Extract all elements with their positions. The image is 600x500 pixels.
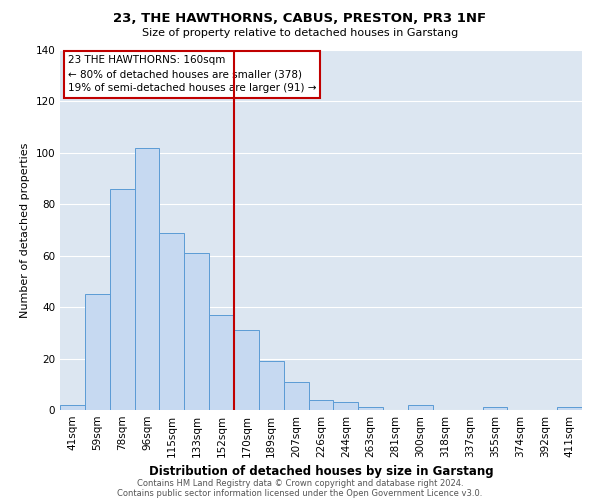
Text: Size of property relative to detached houses in Garstang: Size of property relative to detached ho… — [142, 28, 458, 38]
Bar — [408, 405, 433, 410]
Bar — [85, 294, 110, 410]
Bar — [184, 253, 209, 410]
Bar — [60, 405, 85, 410]
Bar — [234, 330, 259, 410]
Text: Contains HM Land Registry data © Crown copyright and database right 2024.: Contains HM Land Registry data © Crown c… — [137, 478, 463, 488]
Bar — [134, 148, 160, 410]
Y-axis label: Number of detached properties: Number of detached properties — [20, 142, 30, 318]
Bar — [482, 408, 508, 410]
Bar — [358, 408, 383, 410]
Bar — [557, 408, 582, 410]
Bar — [308, 400, 334, 410]
Bar — [209, 315, 234, 410]
Bar — [284, 382, 308, 410]
Bar — [259, 361, 284, 410]
Bar — [160, 232, 184, 410]
Bar — [110, 189, 134, 410]
Text: 23, THE HAWTHORNS, CABUS, PRESTON, PR3 1NF: 23, THE HAWTHORNS, CABUS, PRESTON, PR3 1… — [113, 12, 487, 26]
Bar — [334, 402, 358, 410]
X-axis label: Distribution of detached houses by size in Garstang: Distribution of detached houses by size … — [149, 466, 493, 478]
Text: 23 THE HAWTHORNS: 160sqm
← 80% of detached houses are smaller (378)
19% of semi-: 23 THE HAWTHORNS: 160sqm ← 80% of detach… — [68, 56, 316, 94]
Text: Contains public sector information licensed under the Open Government Licence v3: Contains public sector information licen… — [118, 488, 482, 498]
